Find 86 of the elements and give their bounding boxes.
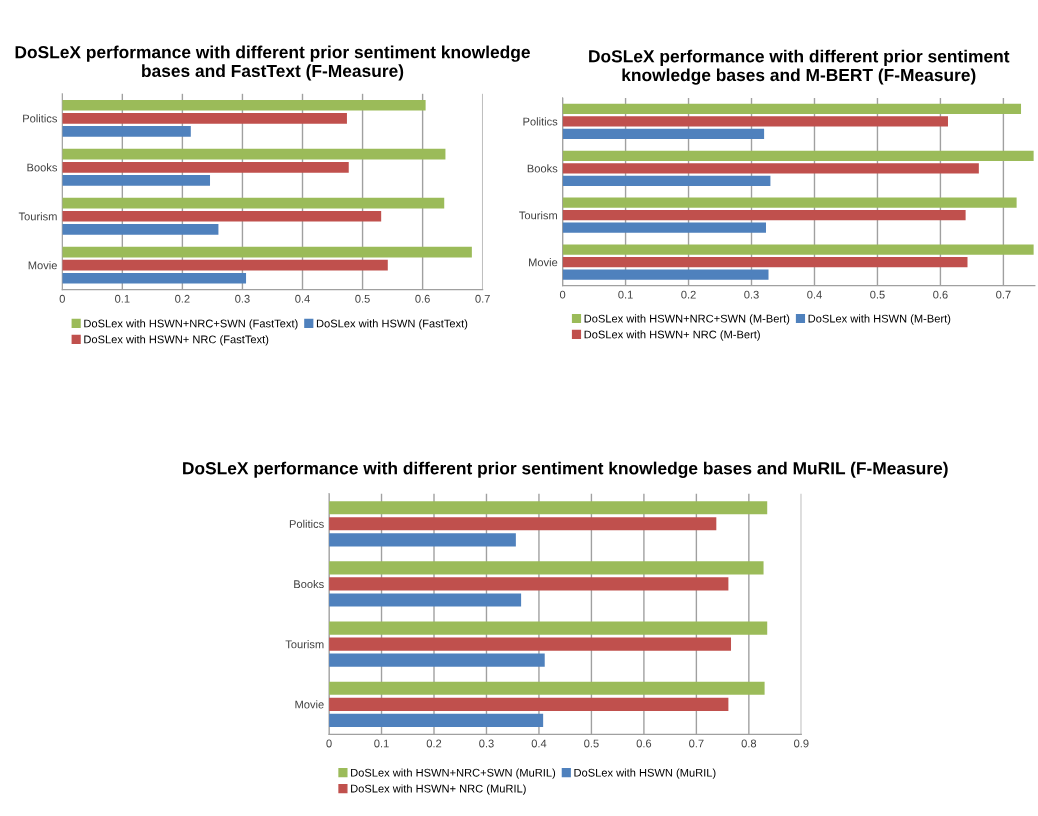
- bar: [329, 501, 768, 515]
- x-tick-label: 0: [59, 294, 65, 303]
- y-tick-label: Tourism: [18, 212, 57, 221]
- y-tick-label: Books: [294, 579, 324, 589]
- bar: [62, 223, 219, 235]
- legend-label: DoSLex with HSWN+ NRC (MuRIL): [351, 784, 526, 795]
- x-tick-label: 0.4: [295, 294, 310, 303]
- bar: [562, 269, 769, 280]
- legend-label: DoSLex with HSWN (MuRIL): [574, 768, 716, 779]
- x-tick-label: 0: [326, 739, 332, 748]
- bar: [62, 210, 382, 222]
- bar: [329, 577, 729, 591]
- y-tick-label: Politics: [523, 117, 558, 126]
- x-tick-label: 0.6: [933, 290, 948, 299]
- chart-title: DoSLeX performance with different prior sentiment knowledge bases and M-BERT (F-Measure): [589, 49, 1010, 85]
- y-tick-label: Tourism: [519, 211, 557, 220]
- legend-label: DoSLex with HSWN+ NRC (M-Bert): [584, 330, 760, 341]
- legend-label: DoSLex with HSWN (M-Bert): [808, 314, 951, 325]
- x-tick-label: 0.1: [618, 290, 633, 299]
- y-tick-label: Books: [27, 163, 58, 172]
- bar: [62, 112, 347, 124]
- y-tick-label: Politics: [289, 519, 324, 528]
- bar: [329, 517, 717, 531]
- x-tick-label: 0.1: [115, 294, 130, 303]
- x-tick-label: 0.2: [681, 290, 696, 299]
- bar: [562, 257, 968, 268]
- bar: [329, 533, 516, 547]
- bar: [562, 163, 979, 174]
- legend-label: DoSLex with HSWN+NRC+SWN (FastText): [84, 319, 298, 330]
- bar: [562, 116, 948, 127]
- bar: [62, 161, 349, 173]
- x-tick-label: 0.7: [689, 739, 704, 748]
- chart-title: DoSLeX performance with different prior sentiment knowledge bases and MuRIL (F-Measure): [183, 461, 948, 478]
- y-tick-label: Movie: [295, 700, 324, 709]
- y-tick-label: Tourism: [285, 640, 324, 649]
- x-tick-label: 0.6: [636, 739, 652, 748]
- x-tick-label: 0.3: [479, 739, 494, 748]
- y-tick-label: Movie: [28, 261, 57, 270]
- bar: [329, 593, 522, 607]
- bar: [329, 621, 768, 635]
- bar: [62, 126, 191, 137]
- bar: [62, 174, 211, 186]
- legend-label: DoSLex with HSWN+NRC+SWN (M-Bert): [584, 314, 790, 325]
- bar: [329, 713, 544, 727]
- x-tick-label: 0.5: [584, 739, 599, 748]
- x-tick-label: 0.6: [415, 294, 430, 303]
- x-tick-label: 0.8: [741, 739, 757, 748]
- y-tick-label: Movie: [529, 258, 558, 267]
- x-tick-label: 0.5: [870, 290, 885, 299]
- bar: [562, 244, 1034, 255]
- x-tick-label: 0.5: [355, 294, 370, 303]
- bar: [329, 697, 729, 711]
- legend-label: DoSLex with HSWN+ NRC (FastText): [84, 335, 269, 346]
- bar: [62, 197, 445, 209]
- bar: [562, 222, 766, 233]
- bar: [62, 272, 247, 284]
- bar: [62, 246, 472, 258]
- bar: [562, 150, 1034, 161]
- x-tick-label: 0.2: [426, 739, 442, 748]
- x-tick-label: 0.9: [794, 739, 809, 748]
- bar: [329, 561, 764, 575]
- x-tick-label: 0.3: [235, 294, 250, 303]
- legend-label: DoSLex with HSWN+NRC+SWN (MuRIL): [351, 768, 556, 779]
- bar: [329, 637, 732, 651]
- bar: [562, 175, 771, 186]
- legend-label: DoSLex with HSWN (FastText): [316, 319, 468, 330]
- bar: [62, 148, 446, 160]
- y-tick-label: Books: [527, 164, 558, 173]
- x-tick-label: 0.2: [175, 294, 190, 303]
- x-tick-label: 0.3: [744, 290, 759, 299]
- x-tick-label: 0.7: [475, 294, 490, 303]
- bar: [562, 197, 1017, 208]
- x-tick-label: 0.7: [996, 290, 1011, 299]
- x-tick-label: 0: [559, 290, 566, 299]
- bar: [62, 99, 426, 111]
- bar: [329, 653, 545, 667]
- y-tick-label: Politics: [23, 114, 58, 123]
- x-tick-label: 0.4: [807, 290, 822, 299]
- chart-title: DoSLeX performance with different prior sentiment knowledge bases and FastText (F-Measure): [15, 45, 530, 81]
- x-tick-label: 0.1: [374, 739, 389, 748]
- bar: [562, 103, 1022, 114]
- x-tick-label: 0.4: [531, 739, 547, 748]
- bar: [562, 210, 966, 221]
- bar: [62, 259, 388, 271]
- bar: [329, 681, 765, 695]
- bar: [562, 128, 765, 140]
